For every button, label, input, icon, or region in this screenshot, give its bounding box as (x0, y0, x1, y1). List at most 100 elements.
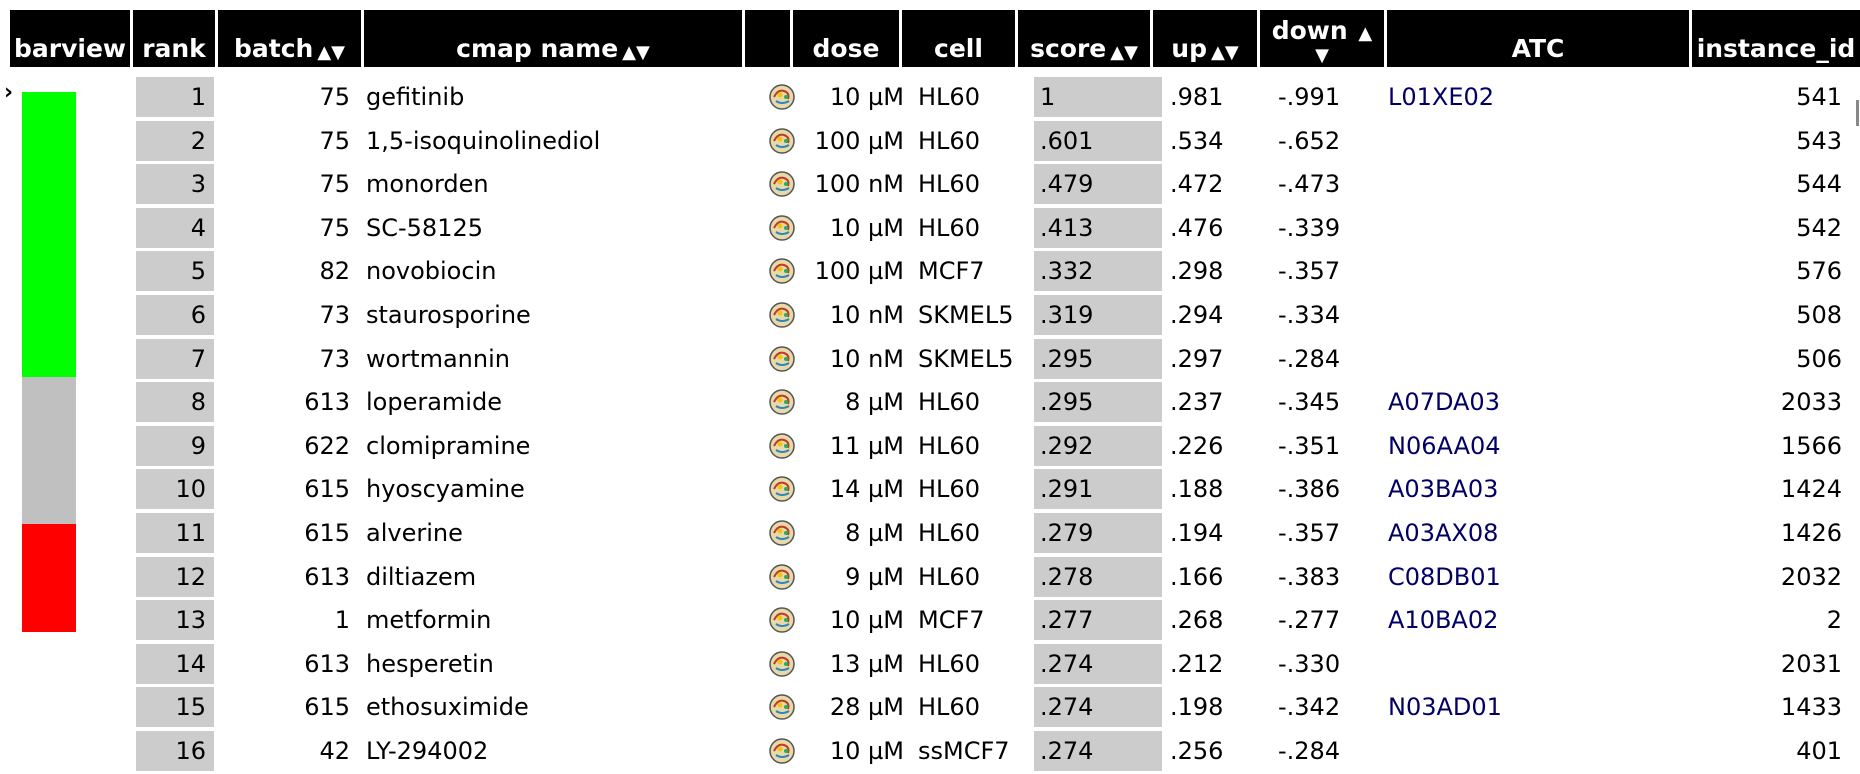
batch-cell: 75 (319, 126, 350, 155)
score-cell: .601 (1034, 120, 1162, 161)
compound-structure-icon[interactable] (762, 339, 802, 379)
atc-link[interactable]: N03AD01 (1388, 693, 1502, 722)
down-cell: -.342 (1278, 693, 1341, 722)
column-header-up[interactable]: up ▲▼ (1153, 10, 1257, 67)
dose-cell: 10 µM (829, 606, 904, 635)
table-row[interactable]: 6 73 staurosporine 10 nM SKMEL5 .319 .294 -.334… (0, 295, 1860, 338)
sort-arrows-icon[interactable]: ▲▼ (1110, 42, 1138, 63)
column-header-down[interactable]: down ▲ ▼ (1260, 10, 1384, 67)
batch-cell: 613 (304, 649, 350, 678)
compound-structure-icon[interactable] (762, 731, 802, 771)
dose-cell: 10 µM (829, 83, 904, 111)
cmap-name-cell: 1,5-isoquinolinediol (366, 126, 601, 155)
atc-link (1388, 339, 1588, 379)
score-cell: .274 (1034, 643, 1162, 684)
compound-structure-icon[interactable] (762, 513, 802, 553)
atc-link[interactable]: N06AA04 (1388, 431, 1501, 460)
table-row[interactable]: 8 613 loperamide 8 µM HL60 .295 .237 -.345 A07DA… (0, 382, 1860, 425)
dose-cell: 10 nM (829, 344, 904, 373)
cmap-name-cell: ethosuximide (366, 693, 529, 722)
atc-link[interactable]: A03BA03 (1388, 475, 1499, 504)
atc-link[interactable]: A03AX08 (1388, 519, 1499, 547)
compound-structure-icon[interactable] (762, 121, 802, 161)
down-cell: -.473 (1278, 170, 1341, 199)
atc-link[interactable]: A07DA03 (1388, 388, 1500, 417)
table-row[interactable]: 7 73 wortmannin 10 nM SKMEL5 .295 .297 -.284 506 (0, 338, 1860, 382)
column-label: cmap name (456, 34, 619, 63)
cmap-name-cell: metformin (366, 606, 492, 635)
column-header-cmap-name[interactable]: cmap name ▲▼ (364, 10, 742, 67)
column-header-batch[interactable]: batch ▲▼ (218, 10, 361, 67)
batch-cell: 613 (304, 388, 350, 417)
compound-structure-icon[interactable] (762, 644, 802, 684)
compound-structure-icon[interactable] (762, 557, 802, 597)
table-row[interactable]: 4 75 SC-58125 10 µM HL60 .413 .476 -.339 542 (0, 207, 1860, 251)
column-header-cell: cell (902, 10, 1015, 67)
table-row[interactable]: 1 75 gefitinib 10 µM HL60 1 .981 -.991 L01XE02 54… (0, 77, 1860, 120)
down-cell: -.652 (1278, 126, 1341, 155)
column-label: batch (233, 34, 314, 63)
dose-cell: 10 µM (829, 213, 904, 242)
compound-structure-icon[interactable] (762, 687, 802, 727)
table-row[interactable]: 2 75 1,5-isoquinolinediol 100 µM HL60 .601 .53… (0, 120, 1860, 164)
barview-chart (22, 92, 76, 632)
compound-structure-icon[interactable] (762, 295, 802, 335)
down-cell: -.284 (1278, 344, 1341, 373)
score-cell: .292 (1034, 425, 1162, 466)
cell-line-cell: HL60 (918, 519, 980, 547)
table-row[interactable]: 5 82 novobiocin 100 µM MCF7 .332 .298 -.357 576 (0, 251, 1860, 294)
column-label: score (1030, 34, 1107, 63)
table-row[interactable]: 15 615 ethosuximide 28 µM HL60 .274 .198 -.342 N… (0, 687, 1860, 730)
pointer-icon: › (4, 80, 14, 105)
table-row[interactable]: 16 42 LY-294002 10 µM ssMCF7 .274 .256 -.284 401 (0, 731, 1860, 774)
column-header-rank: rank (133, 10, 215, 67)
compound-structure-icon[interactable] (762, 251, 802, 291)
table-row[interactable]: 10 615 hyoscyamine 14 µM HL60 .291 .188 -.386 A0… (0, 469, 1860, 512)
dose-cell: 10 nM (829, 301, 904, 329)
atc-link[interactable]: C08DB01 (1388, 562, 1501, 591)
score-cell: .295 (1034, 338, 1162, 379)
column-header-atc: ATC (1387, 10, 1689, 67)
cmap-name-cell: alverine (366, 519, 463, 547)
score-cell: .278 (1034, 556, 1162, 597)
down-cell: -.383 (1278, 562, 1341, 591)
batch-cell: 73 (319, 344, 350, 373)
batch-cell: 75 (319, 83, 350, 111)
compound-structure-icon[interactable] (762, 208, 802, 248)
table-row[interactable]: 9 622 clomipramine 11 µM HL60 .292 .226 -.351 N0… (0, 425, 1860, 469)
sort-arrows-icon[interactable]: ▲▼ (622, 42, 650, 63)
atc-link[interactable]: A10BA02 (1388, 606, 1499, 635)
sort-arrows-icon[interactable]: ▲▼ (317, 42, 346, 63)
compound-structure-icon[interactable] (762, 426, 802, 466)
scrollbar-thumb[interactable] (1856, 100, 1859, 126)
instance-id-cell: 506 (1796, 344, 1842, 373)
table-row[interactable]: 13 1 metformin 10 µM MCF7 .277 .268 -.277 A10BA0… (0, 600, 1860, 643)
atc-link[interactable]: L01XE02 (1388, 83, 1495, 111)
compound-structure-icon[interactable] (762, 469, 802, 509)
column-header-score[interactable]: score ▲▼ (1018, 10, 1150, 67)
column-header-dose: dose (793, 10, 899, 67)
instance-id-cell: 1426 (1780, 519, 1842, 547)
cell-line-cell: ssMCF7 (918, 737, 1010, 765)
down-cell: -.386 (1278, 475, 1341, 504)
cell-line-cell: HL60 (918, 431, 980, 460)
batch-cell: 75 (319, 170, 350, 199)
atc-link (1388, 208, 1588, 248)
rank-cell: 2 (136, 120, 214, 161)
atc-link (1388, 164, 1588, 204)
compound-structure-icon[interactable] (762, 382, 802, 422)
sort-arrows-icon[interactable]: ▲▼ (1211, 42, 1239, 63)
dose-cell: 13 µM (829, 649, 904, 678)
table-row[interactable]: 12 613 diltiazem 9 µM HL60 .278 .166 -.383 C08DB… (0, 556, 1860, 600)
down-cell: -.339 (1278, 213, 1341, 242)
table-row[interactable]: 14 613 hesperetin 13 µM HL60 .274 .212 -.330 203… (0, 643, 1860, 687)
compound-structure-icon[interactable] (762, 600, 802, 640)
table-row[interactable]: 3 75 monorden 100 nM HL60 .479 .472 -.473 544 (0, 164, 1860, 207)
compound-structure-icon[interactable] (762, 77, 802, 117)
table-row[interactable]: 11 615 alverine 8 µM HL60 .279 .194 -.357 A03AX0… (0, 513, 1860, 556)
up-cell: .476 (1170, 213, 1224, 242)
up-cell: .226 (1170, 431, 1224, 460)
compound-structure-icon[interactable] (762, 164, 802, 204)
sort-down-icon[interactable]: ▼ (1315, 45, 1329, 66)
sort-up-icon[interactable]: ▲ (1358, 23, 1373, 44)
